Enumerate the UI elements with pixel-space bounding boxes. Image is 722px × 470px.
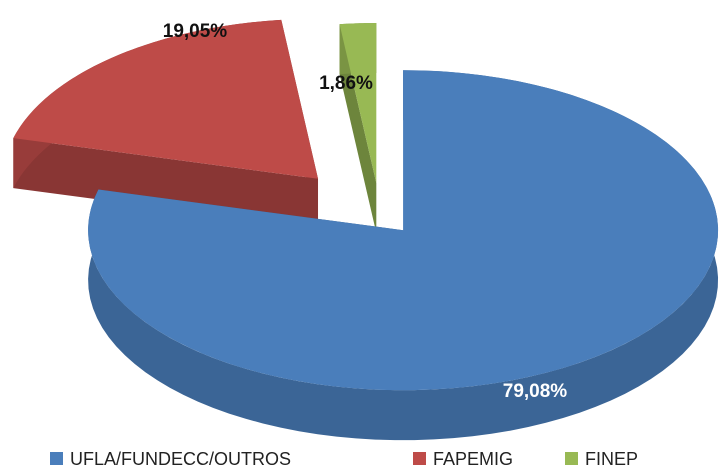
slice bbox=[339, 23, 377, 184]
legend-swatch bbox=[565, 452, 578, 465]
legend-label: FINEP bbox=[585, 449, 638, 469]
legend-swatch bbox=[50, 452, 63, 465]
slice bbox=[13, 19, 319, 179]
slice-side bbox=[339, 24, 377, 234]
data-label: 79,08% bbox=[503, 381, 568, 402]
slice bbox=[88, 70, 719, 441]
slice bbox=[339, 23, 377, 234]
slice bbox=[13, 19, 319, 229]
legend-item: UFLA/FUNDECC/OUTROS bbox=[50, 449, 291, 469]
legend-item: FINEP bbox=[565, 449, 638, 469]
data-label: 1,86% bbox=[319, 73, 373, 94]
legend-swatch bbox=[413, 452, 426, 465]
data-label: 19,05% bbox=[163, 21, 228, 42]
legend-item: FAPEMIG bbox=[413, 449, 513, 469]
slice bbox=[88, 70, 719, 391]
legend-label: UFLA/FUNDECC/OUTROS bbox=[70, 449, 291, 469]
legend-label: FAPEMIG bbox=[433, 449, 513, 469]
slice-side bbox=[13, 138, 319, 229]
